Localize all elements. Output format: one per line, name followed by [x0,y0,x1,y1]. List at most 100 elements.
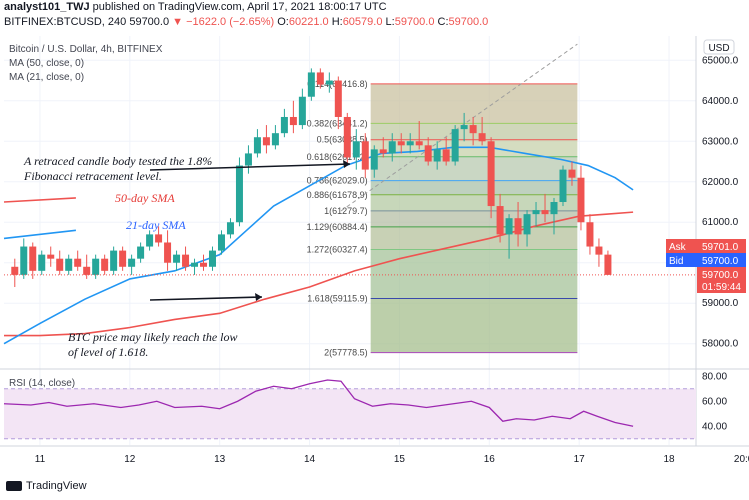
ask-value: 59701.0 [702,242,739,253]
low-value: 59700.0 [394,16,435,28]
rsi-band [4,388,696,439]
ma50-legend[interactable]: MA (50, close, 0) [9,58,85,69]
ask-tag [666,239,746,253]
header-line-2: BITFINEX:BTCUSD, 240 59700.0 ▼ −1622.0 (… [4,16,488,28]
low-label: L: [385,16,395,28]
price-tick-label: 61000.0 [702,217,739,228]
candle-body [271,133,279,146]
candle-body [289,116,297,126]
candle-body [307,72,315,97]
candle-body [110,250,118,271]
candle-body [155,234,163,243]
fib-level-label: 1.272(60327.4) [307,244,368,254]
fib-level-label: 1.618(59115.9) [307,294,367,304]
price-tick-label: 62000.0 [702,177,739,188]
currency-badge [703,39,735,55]
candle-body [11,266,19,275]
rsi-tick-label: 40.00 [702,421,727,432]
last-price: 59700.0 [129,16,170,28]
fib-level-label: 1(61279.7) [324,206,368,216]
candle-body [173,254,181,263]
candle-body [415,141,423,146]
candle-body [550,202,558,215]
fib-zone [370,156,578,181]
candle-body [101,258,109,271]
candle-body [226,222,234,235]
candle-body [379,149,387,154]
fib-trend-line [340,43,578,212]
candle-body [406,141,414,146]
rsi-tick-label: 80.00 [702,371,727,382]
candle-body [298,96,306,126]
annotation-sma50: 50-day SMA [115,191,175,205]
author-name[interactable]: analyst101_TWJ [4,1,90,13]
candle-body [388,141,396,154]
price-change: ▼ −1622.0 (−2.65%) [172,16,275,28]
tradingview-logo[interactable]: TradingView [6,480,87,492]
brand-name: TradingView [26,480,87,492]
candle-body [523,214,531,235]
candle-body [469,125,477,134]
annotation-fib-line2: Fibonacci retracement level. [23,169,162,183]
time-tick-label: 11 [35,454,46,465]
candle-body [92,258,100,275]
fib-zone [370,298,578,353]
candle-body [577,177,585,223]
candle-body [56,258,64,271]
candle-body [235,165,243,223]
bid-tag [666,253,746,267]
candle-body [280,116,288,134]
open-value: 60221.0 [288,16,329,28]
fib-level-label: 1.129(60884.4) [307,222,368,232]
countdown-value: 01:59:44 [702,282,741,293]
candle-body [191,262,199,267]
candle-body [460,125,468,130]
publish-info: published on TradingView.com, April 17, … [92,1,387,13]
annotation-arrow [149,296,263,301]
candle-body [29,246,37,271]
candle-body [496,206,504,235]
candle-body [316,72,324,85]
high-label: H: [331,16,343,28]
candle-body [595,246,603,255]
candle-body [74,258,82,267]
candle-body [424,145,432,162]
ma21-annotation-line [3,229,76,240]
last-price-tag-value: 59700.0 [702,270,739,281]
time-tick-label: 13 [214,454,226,465]
candle-body [487,141,495,207]
candle-body [208,250,216,267]
price-tick-label: 58000.0 [702,339,739,350]
candle-body [119,250,127,267]
chart-title: Bitcoin / U.S. Dollar, 4h, BITFINEX [9,44,163,55]
annotation-fib-line1: A retraced candle body tested the 1.8% [23,154,212,168]
candle-body [514,218,522,235]
candle-body [65,258,73,271]
candle-body [361,141,369,170]
candle-body [217,234,225,251]
fib-level-label: 0.886(61678.9) [307,190,368,200]
price-tick-label: 64000.0 [702,96,739,107]
candle-body [253,137,261,154]
currency-label: USD [708,43,729,54]
annotation-sma21: 21-day SMA [126,218,186,232]
fib-zone [370,180,578,195]
candle-body [20,246,28,275]
candle-body [397,141,405,146]
close-value: 59700.0 [448,16,489,28]
candle-body [568,169,576,178]
candle-body [38,254,46,271]
candle-body [478,133,486,142]
fib-level-label: 0.618(62617.2) [307,152,368,162]
rsi-legend[interactable]: RSI (14, close) [9,378,76,389]
ma50-annotation-line [3,197,76,203]
ma50-line [4,211,634,337]
candle-body [433,149,441,162]
close-label: C: [437,16,449,28]
price-tick-label: 59000.0 [702,298,739,309]
candle-body [47,254,55,259]
time-tick-label: 20:0 [734,454,749,465]
ma21-legend[interactable]: MA (21, close, 0) [9,72,85,83]
annotation-arrow [149,163,351,171]
candle-body [586,222,594,247]
